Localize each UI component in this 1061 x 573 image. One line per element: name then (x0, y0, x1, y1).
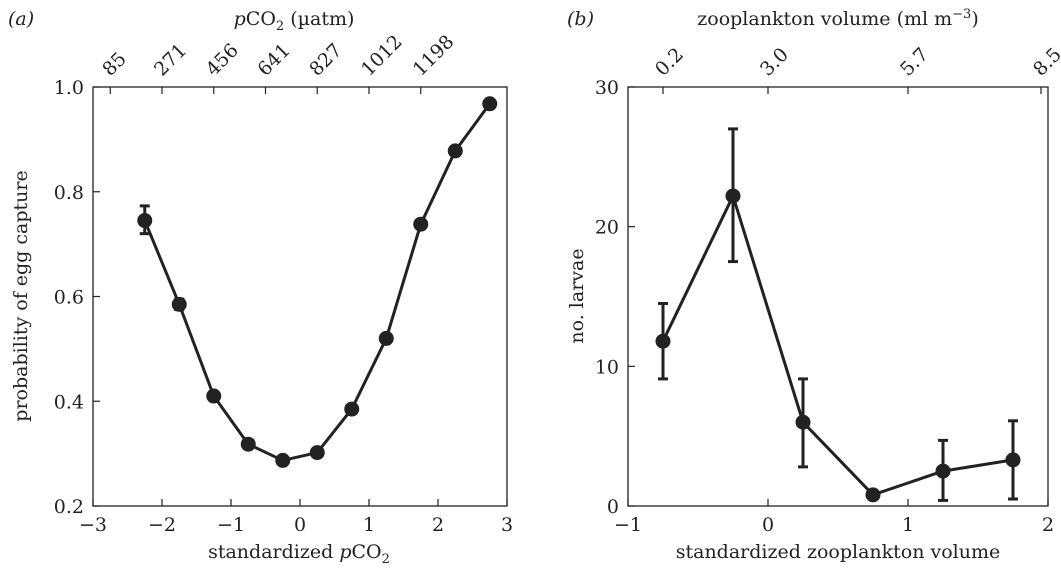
panel-b-y-ticks: 0 10 20 30 (595, 77, 635, 518)
top-tick-label: 456 (202, 39, 243, 80)
panel-a-y-ticks: 0.2 0.4 0.6 0.8 1.0 (54, 77, 100, 518)
y-tick-label: 0.6 (54, 287, 84, 309)
y-tick-label: 0 (607, 496, 619, 518)
series-line (661, 194, 1014, 497)
panel-b-series (655, 127, 1021, 503)
panel-a-series (137, 96, 498, 468)
panel-b-y-axis-label: no. larvae (566, 248, 588, 343)
data-point (1005, 452, 1021, 468)
panel-a-xlabel-italic: p (339, 541, 351, 563)
x-tick-label: 3 (501, 514, 513, 536)
panel-a-xlabel-main: standardized (208, 541, 339, 563)
series-line (143, 102, 491, 462)
panel-a-xlabel-rest: CO (351, 541, 381, 563)
panel-a-label: (a) (8, 8, 34, 30)
x-tick-label: 0 (762, 514, 774, 536)
panel-b-top-label-sup: −3 (952, 7, 971, 22)
y-tick-label: 20 (595, 217, 619, 239)
data-point (795, 414, 811, 430)
panel-a-top-label-unit: (µatm) (284, 8, 354, 30)
top-tick-label: 5.7 (896, 44, 933, 81)
top-tick-label: 85 (98, 48, 131, 81)
data-point (447, 143, 463, 159)
data-point (865, 487, 881, 503)
panel-a-xlabel-sub: 2 (382, 552, 390, 567)
x-tick-label: −1 (217, 514, 245, 536)
y-tick-label: 0.8 (54, 182, 84, 204)
x-tick-label: −2 (148, 514, 176, 536)
y-tick-label: 0.2 (54, 496, 84, 518)
data-point (413, 216, 429, 232)
panel-b-label: (b) (567, 8, 594, 30)
panel-a-top-ticks: 85 271 456 641 827 1012 1198 (98, 31, 458, 94)
top-tick-label: 1198 (409, 31, 459, 81)
x-tick-label: −3 (79, 514, 107, 536)
data-point (137, 213, 153, 229)
x-tick-label: 0 (294, 514, 306, 536)
x-tick-label: 2 (432, 514, 444, 536)
panel-a-y-axis-label: probability of egg capture (10, 170, 32, 421)
panel-a-x-ticks: −3 −2 −1 0 1 2 3 (79, 499, 513, 536)
x-tick-label: −1 (614, 514, 642, 536)
panel-b-top-label-close: ) (971, 8, 978, 30)
data-point (275, 452, 291, 468)
x-tick-label: 1 (902, 514, 914, 536)
data-point (240, 436, 256, 452)
panel-a-x-axis-label: standardized pCO2 (208, 541, 390, 567)
panel-b-top-axis-label: zooplankton volume (ml m−3) (697, 7, 979, 30)
data-point (378, 330, 394, 346)
panel-b-plot-frame (627, 86, 1049, 507)
panel-b: (b) zooplankton volume (ml m−3) −1 0 1 2 01… (566, 7, 1061, 563)
y-tick-label: 1.0 (54, 77, 84, 99)
top-tick-label: 641 (253, 39, 294, 80)
data-point (482, 96, 498, 112)
panel-a-top-label-sub: 2 (276, 19, 284, 34)
panel-a-top-label-rest: CO (246, 8, 276, 30)
data-point (344, 401, 360, 417)
top-tick-label: 271 (150, 39, 191, 80)
data-point (935, 463, 951, 479)
panel-a-top-axis-label: pCO2 (µatm) (234, 8, 355, 34)
data-point (171, 296, 187, 312)
data-point (206, 388, 222, 404)
top-tick-label: 1012 (357, 31, 407, 81)
panel-a: (a) pCO2 (µatm) −3 −2 −1 0 1 2 3 0.20.40.60.81… (8, 8, 513, 567)
top-tick-label: 3.0 (756, 44, 793, 81)
data-point (655, 333, 671, 349)
top-tick-label: 0.2 (651, 44, 688, 81)
data-point (309, 445, 325, 461)
panel-a-top-label-italic: p (234, 8, 246, 30)
panel-a-plot-frame (92, 86, 508, 507)
x-tick-label: 1 (363, 514, 375, 536)
x-tick-label: 2 (1042, 514, 1054, 536)
panel-b-x-ticks: −1 0 1 2 (614, 499, 1054, 536)
data-point (725, 188, 741, 204)
y-tick-label: 10 (595, 356, 619, 378)
y-tick-label: 0.4 (54, 391, 84, 413)
y-tick-label: 30 (595, 77, 619, 99)
top-tick-label: 827 (305, 39, 346, 80)
panel-b-x-axis-label: standardized zooplankton volume (676, 541, 1001, 563)
panel-b-top-label-main: zooplankton volume (ml m (697, 8, 952, 30)
top-tick-label: 8.5 (1029, 44, 1061, 81)
